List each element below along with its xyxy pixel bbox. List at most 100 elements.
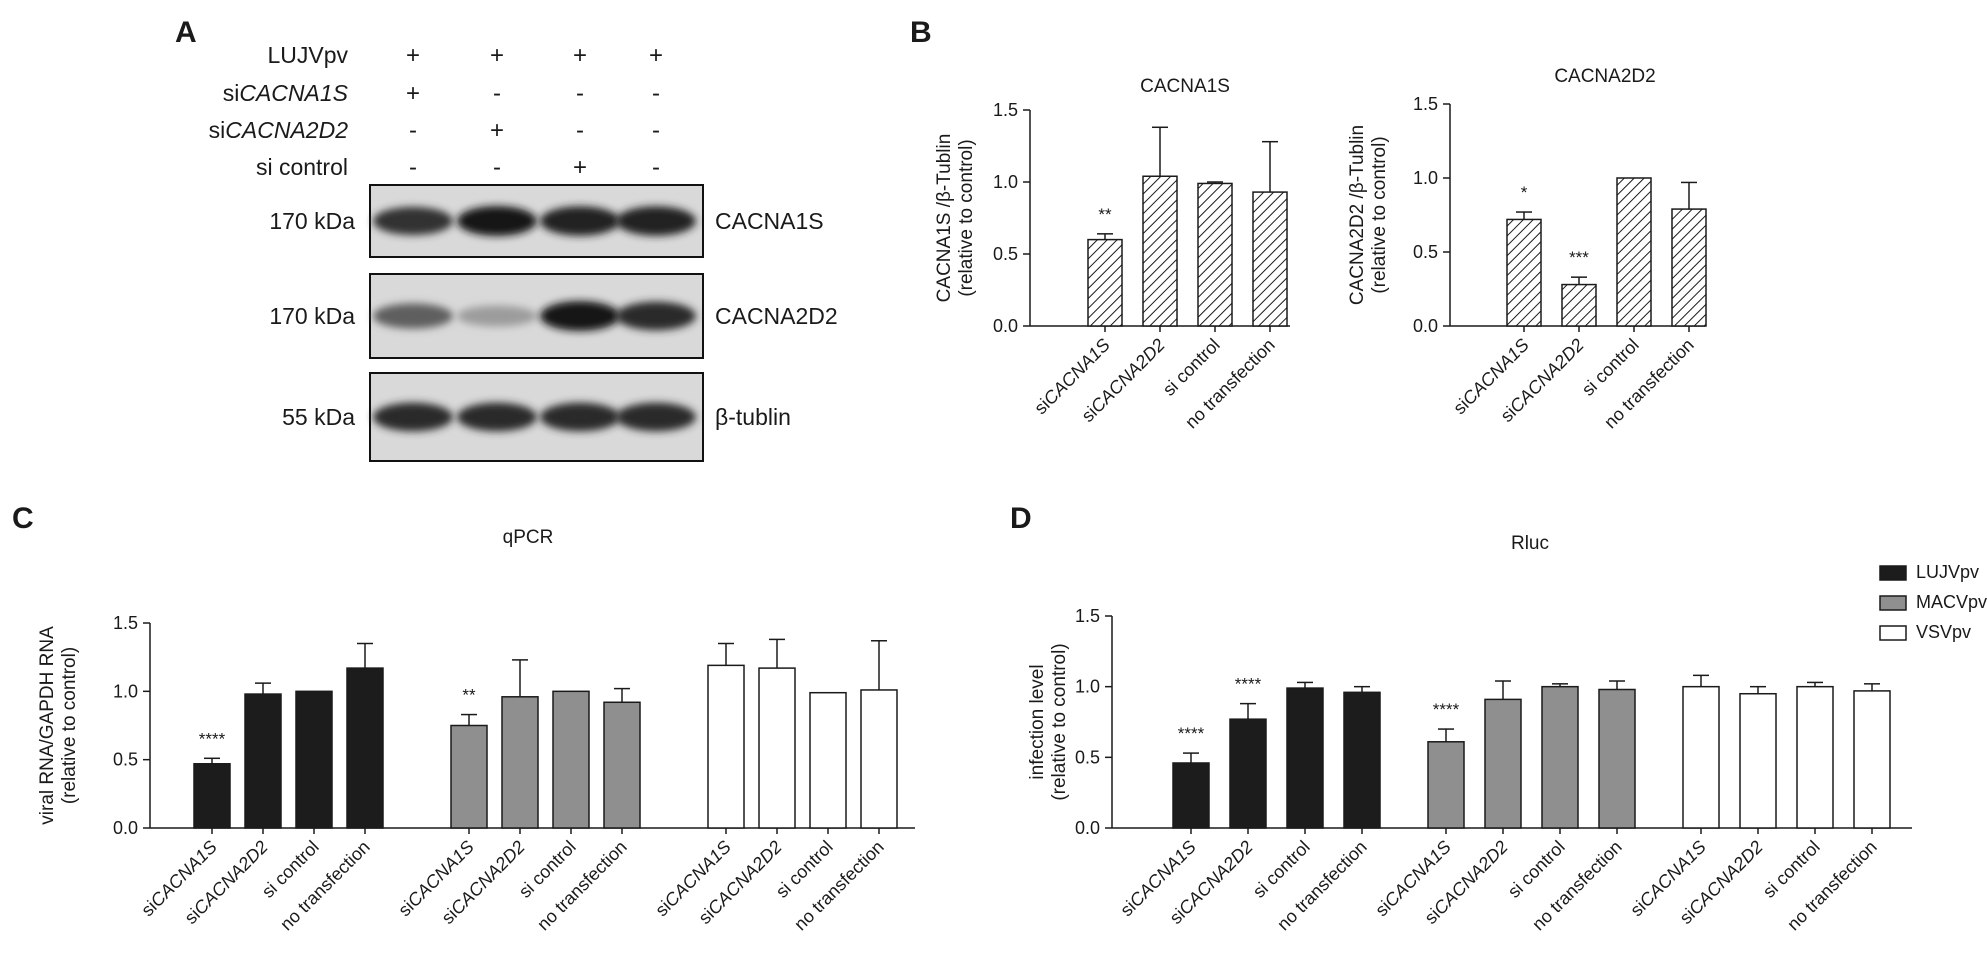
condition-label: siCACNA1S xyxy=(223,80,349,106)
blot-band xyxy=(616,402,696,432)
bar xyxy=(1541,685,1579,829)
bar xyxy=(501,696,539,829)
bar xyxy=(603,701,641,829)
condition-mark: - xyxy=(652,80,660,107)
condition-label: siCACNA2D2 xyxy=(209,117,349,143)
x-tick-label: no transfection xyxy=(533,837,631,935)
y-tick-label: 0.5 xyxy=(1413,242,1438,262)
significance-label: **** xyxy=(1433,700,1460,719)
y-tick-label: 0.0 xyxy=(1075,818,1100,838)
chart-cacna1s-protein: CACNA1S CACNA1S /β-Tublin (relative to con… xyxy=(934,76,1290,432)
y-axis-label: infection level xyxy=(1027,664,1048,779)
x-tick-label: no transfection xyxy=(790,837,888,935)
bar xyxy=(1343,691,1381,829)
chart-title: CACNA2D2 xyxy=(1554,66,1655,87)
condition-mark: + xyxy=(573,154,587,181)
chart-qpcr: qPCR viral RNA/GAPDH RNA (relative to cont… xyxy=(37,527,915,934)
bar xyxy=(295,690,333,829)
legend-label: MACVpv xyxy=(1916,592,1987,612)
blot-band xyxy=(540,301,620,331)
significance-label: * xyxy=(1521,183,1528,202)
significance-label: ** xyxy=(1098,205,1112,224)
y-tick-label: 0.0 xyxy=(113,818,138,838)
bar xyxy=(1252,191,1288,327)
bar xyxy=(1427,741,1465,829)
bar xyxy=(193,763,231,829)
legend-swatch xyxy=(1879,625,1907,641)
y-axis-label: CACNA2D2 /β-Tublin xyxy=(1347,125,1368,305)
kda-label: 55 kDa xyxy=(282,404,355,430)
panel-label-d: D xyxy=(1010,502,1032,535)
condition-label: LUJVpv xyxy=(267,42,348,68)
y-tick-label: 0.5 xyxy=(113,750,138,770)
bar xyxy=(1197,182,1233,327)
condition-mark: + xyxy=(649,42,663,69)
bar xyxy=(1682,685,1720,829)
chart-cacna2d2-protein: CACNA2D2 CACNA2D2 /β-Tublin (relative to c… xyxy=(1347,66,1707,432)
bar xyxy=(552,690,590,829)
bar xyxy=(1286,687,1324,829)
kda-label: 170 kDa xyxy=(269,208,355,234)
y-tick-label: 1.5 xyxy=(993,100,1018,120)
bar xyxy=(1506,218,1542,327)
condition-mark: + xyxy=(490,42,504,69)
panel-label-c: C xyxy=(12,502,34,535)
bar xyxy=(809,691,847,829)
x-tick-label: no transfection xyxy=(276,837,374,935)
blot-band xyxy=(457,402,537,432)
condition-mark: - xyxy=(409,154,417,181)
legend-swatch xyxy=(1879,565,1907,581)
blot-band xyxy=(540,402,620,432)
chart-title: Rluc xyxy=(1511,533,1549,554)
bar xyxy=(1561,283,1597,327)
bar xyxy=(707,664,745,829)
y-axis-label: (relative to control) xyxy=(1049,643,1070,800)
kda-label: 170 kDa xyxy=(269,303,355,329)
bar xyxy=(1142,175,1178,327)
condition-mark: - xyxy=(493,80,501,107)
bar xyxy=(1796,685,1834,829)
significance-label: **** xyxy=(1235,675,1262,694)
y-tick-label: 0.5 xyxy=(1075,747,1100,767)
condition-mark: + xyxy=(573,42,587,69)
chart-title: qPCR xyxy=(503,527,554,548)
bar xyxy=(346,667,384,829)
condition-mark: + xyxy=(406,42,420,69)
y-tick-label: 1.5 xyxy=(113,613,138,633)
y-tick-label: 0.5 xyxy=(993,244,1018,264)
legend-swatch xyxy=(1879,595,1907,611)
y-tick-label: 1.5 xyxy=(1075,606,1100,626)
western-blot-panel: LUJVpv + + + + siCACNA1S + - - - siCACNA2D2 - + - - si … xyxy=(209,42,838,462)
chart-title: CACNA1S xyxy=(1140,76,1230,97)
condition-mark: - xyxy=(576,80,584,107)
protein-label: CACNA1S xyxy=(715,208,824,234)
bar xyxy=(1087,238,1123,327)
significance-label: **** xyxy=(199,729,226,748)
condition-mark: - xyxy=(652,154,660,181)
significance-label: **** xyxy=(1178,724,1205,743)
blot-band xyxy=(540,206,620,236)
y-tick-label: 1.0 xyxy=(993,172,1018,192)
panel-label-b: B xyxy=(910,16,932,49)
condition-mark: - xyxy=(652,117,660,144)
protein-label: β-tublin xyxy=(715,404,791,430)
condition-mark: + xyxy=(490,117,504,144)
y-tick-label: 1.0 xyxy=(113,681,138,701)
bar xyxy=(1484,698,1522,829)
y-axis-label: (relative to control) xyxy=(956,139,977,296)
blot-band xyxy=(616,301,696,331)
blot-band xyxy=(457,206,537,236)
bar xyxy=(450,724,488,829)
bar xyxy=(1598,688,1636,829)
protein-label: CACNA2D2 xyxy=(715,303,838,329)
blot-band xyxy=(616,206,696,236)
condition-mark: - xyxy=(409,117,417,144)
y-tick-label: 1.0 xyxy=(1413,168,1438,188)
y-axis-label: (relative to control) xyxy=(59,647,80,804)
y-tick-label: 1.5 xyxy=(1413,94,1438,114)
y-tick-label: 0.0 xyxy=(1413,316,1438,336)
condition-mark: + xyxy=(406,80,420,107)
legend-label: VSVpv xyxy=(1916,622,1971,642)
legend-label: LUJVpv xyxy=(1916,562,1979,582)
y-axis-label: viral RNA/GAPDH RNA xyxy=(37,626,58,825)
